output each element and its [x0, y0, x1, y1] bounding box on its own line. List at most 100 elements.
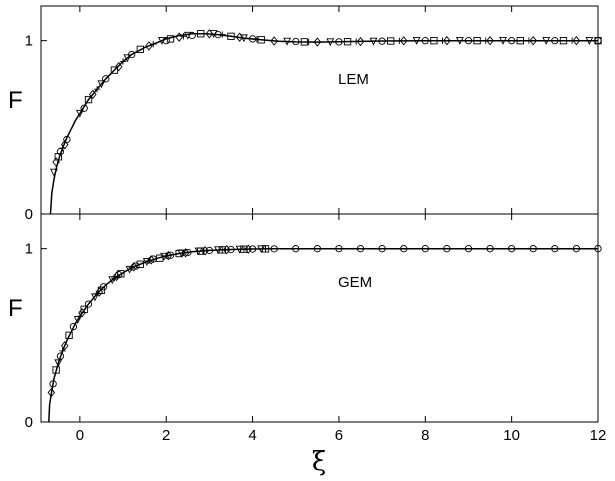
lem-markers: [50, 29, 602, 177]
circle-marker: [464, 245, 473, 253]
triangle-marker: [183, 31, 192, 40]
lem-plot-frame: [40, 5, 599, 215]
diamond-marker: [399, 36, 408, 46]
circle-marker: [421, 245, 429, 253]
plus-marker: [180, 33, 187, 40]
circle-marker: [443, 245, 451, 253]
diamond-marker: [270, 36, 278, 46]
circle-marker: [56, 352, 65, 360]
diamond-marker: [572, 35, 581, 46]
triangle-marker: [54, 359, 63, 368]
square-marker: [97, 286, 106, 294]
square-marker: [117, 270, 125, 278]
square-marker: [559, 37, 568, 45]
circle-marker: [270, 245, 278, 253]
diamond-marker: [313, 37, 322, 47]
triangle-marker: [75, 109, 84, 118]
plus-marker: [119, 58, 127, 65]
square-marker: [387, 37, 395, 45]
triangle-marker: [326, 38, 335, 47]
diamond-marker: [47, 387, 56, 398]
plus-marker: [240, 245, 248, 253]
diamond-marker: [443, 35, 451, 46]
theory-curve: [48, 247, 598, 423]
plus-marker: [145, 257, 153, 264]
circle-marker: [84, 300, 93, 308]
diamond-marker: [78, 308, 86, 318]
circle-marker: [356, 245, 365, 253]
diamond-marker: [529, 35, 538, 46]
triangle-marker: [142, 258, 151, 266]
circle-marker: [572, 245, 581, 253]
plus-marker: [163, 252, 170, 260]
square-marker: [257, 36, 265, 44]
diamond-marker: [222, 244, 231, 255]
plus-marker: [482, 37, 489, 44]
plus-marker: [59, 347, 66, 355]
gem-markers: [47, 244, 602, 398]
gem-axis-ticks: [41, 214, 599, 423]
square-marker: [430, 37, 438, 45]
gem-x-tick-4: 4: [248, 427, 256, 444]
plus-marker: [128, 264, 135, 271]
plus-marker: [199, 247, 207, 255]
gem-x-tick-0: 0: [76, 427, 84, 444]
circle-marker: [166, 251, 175, 259]
plus-marker: [353, 38, 360, 45]
square-marker: [65, 331, 73, 339]
circle-marker: [205, 246, 214, 255]
circle-marker: [313, 245, 321, 253]
circle-marker: [80, 104, 88, 112]
diamond-marker: [244, 244, 253, 254]
lem-y-axis-label: F: [8, 87, 23, 114]
diamond-marker: [60, 341, 69, 351]
plus-marker: [396, 37, 403, 45]
triangle-marker: [585, 37, 594, 45]
diamond-marker: [52, 157, 60, 167]
plus-marker: [262, 245, 269, 253]
lem-axis-ticks: [41, 6, 599, 215]
triangle-marker: [125, 265, 134, 274]
gem-x-tick-8: 8: [421, 427, 429, 444]
diamond-marker: [235, 32, 244, 42]
plus-marker: [93, 290, 101, 297]
circle-marker: [507, 245, 516, 253]
gem-plot-frame: [40, 213, 599, 423]
diamond-marker: [175, 32, 183, 42]
gem-x-tick-6: 6: [335, 427, 343, 444]
lem-y-tick-1: 1: [25, 33, 33, 50]
plus-marker: [59, 144, 66, 152]
gem-x-tick-2: 2: [162, 427, 170, 444]
plus-marker: [439, 37, 446, 44]
triangle-marker: [160, 252, 168, 261]
plus-marker: [111, 274, 118, 282]
triangle-marker: [50, 168, 58, 177]
triangle-marker: [412, 37, 421, 45]
plus-marker: [219, 246, 226, 254]
square-marker: [594, 37, 602, 45]
gem-y-axis-label: F: [8, 295, 23, 322]
triangle-marker: [108, 276, 117, 285]
square-marker: [227, 32, 235, 40]
lem-panel: LEM F 0 1: [8, 5, 602, 223]
diamond-marker: [89, 89, 97, 100]
triangle-marker: [542, 37, 551, 45]
plus-marker: [219, 31, 226, 38]
circle-marker: [464, 37, 473, 45]
circle-marker: [102, 75, 110, 83]
triangle-marker: [97, 80, 106, 89]
circle-marker: [378, 37, 386, 45]
diamond-marker: [486, 35, 494, 46]
circle-marker: [227, 245, 235, 254]
triangle-marker: [240, 34, 248, 43]
square-marker: [136, 45, 144, 53]
square-marker: [516, 37, 524, 45]
plus-marker: [253, 36, 261, 43]
plus-marker: [93, 86, 101, 93]
triangle-marker: [369, 37, 378, 46]
circle-marker: [400, 245, 408, 253]
plus-marker: [305, 38, 312, 46]
square-marker: [80, 305, 88, 313]
square-marker: [343, 38, 352, 46]
circle-marker: [378, 245, 386, 253]
